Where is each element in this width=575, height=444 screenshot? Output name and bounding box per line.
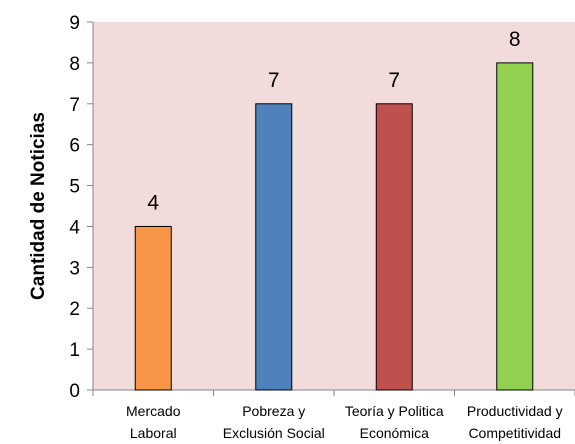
y-tick-label: 3	[69, 258, 80, 279]
y-tick-label: 1	[69, 340, 80, 361]
data-label: 4	[147, 191, 159, 214]
bar	[134, 225, 172, 391]
axes	[87, 21, 575, 396]
y-tick-label: 8	[69, 54, 80, 75]
bars	[134, 62, 534, 391]
y-tick-label: 9	[69, 13, 80, 34]
data-labels: 4 7 7 8	[147, 28, 520, 215]
y-tick-labels: 0 1 2 3 4 5 6 7 8 9	[69, 13, 80, 402]
category-labels: Mercado Laboral Pobreza y Exclusión Social T…	[126, 403, 563, 441]
plot-area	[93, 22, 575, 390]
category-label: Pobreza y	[242, 403, 305, 419]
y-tick-label: 4	[69, 217, 80, 238]
y-tick-label: 2	[69, 299, 80, 320]
y-tick-label: 6	[69, 136, 80, 157]
bar	[375, 103, 413, 391]
category-label: Competitividad	[468, 425, 561, 441]
category-label: Productividad y	[467, 403, 563, 419]
category-label: Mercado	[126, 403, 181, 419]
data-label: 7	[388, 69, 400, 92]
category-label: Económica	[360, 425, 429, 441]
bar	[255, 103, 293, 391]
y-tick-label: 7	[69, 95, 80, 116]
bar	[496, 62, 534, 391]
data-label: 8	[509, 28, 521, 51]
y-tick-label: 0	[69, 381, 80, 402]
y-tick-label: 5	[69, 177, 80, 198]
category-label: Exclusión Social	[223, 425, 325, 441]
data-label: 7	[268, 69, 280, 92]
category-label: Teoría y Politica	[345, 403, 444, 419]
y-axis-title: Cantidad de Noticias	[28, 112, 49, 300]
category-label: Laboral	[130, 425, 177, 441]
